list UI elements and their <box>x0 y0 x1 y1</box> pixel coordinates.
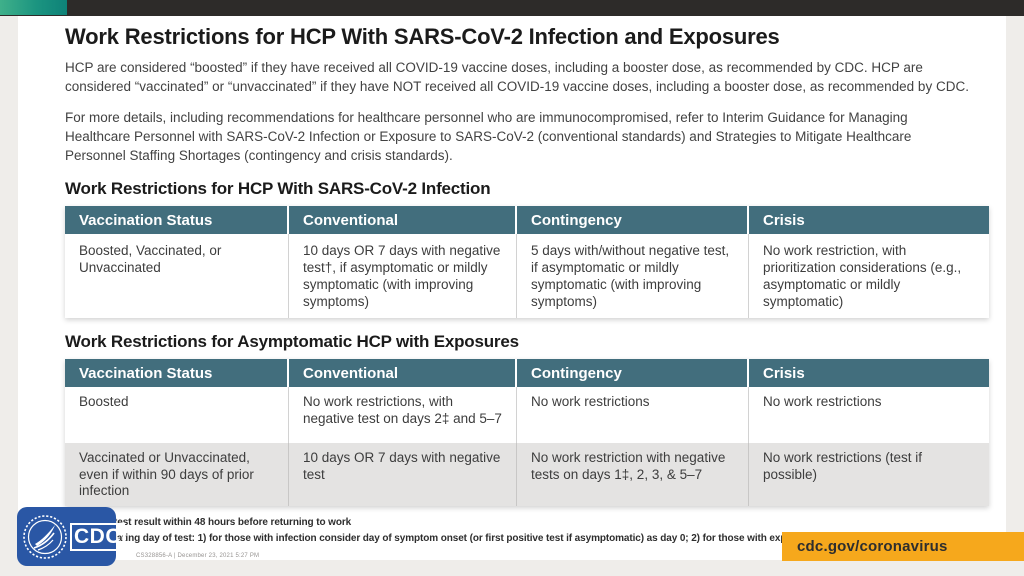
column-header-crisis: Crisis <box>749 359 989 387</box>
cell-crisis: No work restrictions <box>763 394 882 409</box>
cell-contingency: 5 days with/without negative test, if as… <box>517 234 749 318</box>
hhs-eagle-icon <box>23 514 67 559</box>
exposures-table: Vaccination Status Conventional Continge… <box>65 359 989 506</box>
document-id: CS328856-A | December 23, 2021 5:27 PM <box>136 553 260 559</box>
slide: Work Restrictions for HCP With SARS-CoV-… <box>18 16 1006 560</box>
cdc-url-text[interactable]: cdc.gov/coronavirus <box>797 538 948 555</box>
footnote-double-dagger: ‡For calculating day of test: 1) for tho… <box>65 532 976 544</box>
cell-vaccination-status: Boosted, Vaccinated, or Unvaccinated <box>65 234 289 318</box>
column-header-vaccination-status: Vaccination Status <box>65 206 289 234</box>
table-row: Boosted, Vaccinated, or Unvaccinated 10 … <box>65 234 989 318</box>
cell-conventional: 10 days OR 7 days with negative test <box>289 443 517 506</box>
section-heading-exposures: Work Restrictions for Asymptomatic HCP w… <box>65 332 519 351</box>
column-header-contingency: Contingency <box>517 359 749 387</box>
table-row: Boosted No work restrictions, with negat… <box>65 387 989 443</box>
infection-table: Vaccination Status Conventional Continge… <box>65 206 989 318</box>
page-title: Work Restrictions for HCP With SARS-CoV-… <box>65 24 780 49</box>
cell-crisis: No work restrictions (test if possible) <box>763 450 923 482</box>
cell-contingency: No work restrictions <box>517 387 749 443</box>
infection-table-header-row: Vaccination Status Conventional Continge… <box>65 206 989 234</box>
column-header-contingency: Contingency <box>517 206 749 234</box>
slide-content: Work Restrictions for HCP With SARS-CoV-… <box>18 16 1006 545</box>
section-heading-infection: Work Restrictions for HCP With SARS-CoV-… <box>65 179 491 198</box>
cdc-url-bar[interactable]: cdc.gov/coronavirus <box>782 532 1024 561</box>
intro-paragraph-2: For more details, including recommendati… <box>65 110 912 163</box>
cdc-logo-text: CDC <box>70 522 125 551</box>
exposures-table-header-row: Vaccination Status Conventional Continge… <box>65 359 989 387</box>
cell-conventional: No work restrictions, with negative test… <box>289 387 517 443</box>
column-header-crisis: Crisis <box>749 206 989 234</box>
green-accent-bar <box>0 0 67 15</box>
column-header-vaccination-status: Vaccination Status <box>65 359 289 387</box>
top-bar <box>0 0 1024 16</box>
table-row: Vaccinated or Unvaccinated, even if with… <box>65 443 989 506</box>
footnote-dagger: †Negative test result within 48 hours be… <box>65 516 352 528</box>
cell-crisis: No work restriction, with prioritization… <box>763 243 962 309</box>
cell-vaccination-status: Vaccinated or Unvaccinated, even if with… <box>65 443 289 506</box>
cell-vaccination-status: Boosted <box>65 387 289 443</box>
cdc-logo: CDC <box>17 507 125 566</box>
cell-conventional: 10 days OR 7 days with negative test†, i… <box>289 234 517 318</box>
cell-contingency: No work restriction with negative tests … <box>517 443 749 506</box>
footnotes: †Negative test result within 48 hours be… <box>65 516 1006 545</box>
intro-paragraph-1: HCP are considered “boosted” if they hav… <box>65 60 969 94</box>
column-header-conventional: Conventional <box>289 359 517 387</box>
column-header-conventional: Conventional <box>289 206 517 234</box>
